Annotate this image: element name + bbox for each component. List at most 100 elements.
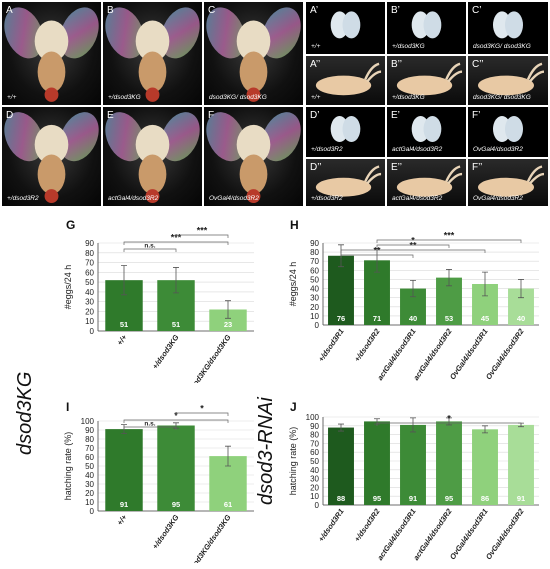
egg-image — [468, 159, 548, 206]
significance-bracket — [340, 249, 486, 253]
x-tick-label: actGal4/dsod3R1 — [375, 507, 417, 562]
bar-count-label: 88 — [337, 494, 345, 503]
genotype-label: dsod3KG/ dsod3KG — [473, 94, 531, 101]
fly-image — [2, 107, 101, 206]
y-tick-label: 70 — [85, 259, 94, 268]
significance-bracket — [376, 239, 522, 243]
panel-label: B — [107, 5, 114, 16]
y-tick-label: 60 — [85, 453, 94, 462]
photo-panel-F: F OvGal4/dsod3R2 — [204, 107, 303, 206]
panel-label: F’’ — [472, 162, 483, 173]
error-bar — [482, 271, 488, 297]
y-tick-label: 0 — [90, 507, 95, 516]
x-tick-label: dsod3KG/dsod3KG — [186, 333, 233, 383]
egg-image — [387, 159, 466, 206]
photo-panel-D: D +/dsod3R2 — [2, 107, 101, 206]
y-tick-label: 100 — [306, 413, 320, 422]
bar-count-label: 91 — [120, 500, 128, 509]
y-tick-label: 0 — [315, 501, 320, 510]
egg-image — [306, 159, 385, 206]
panel-label: D’ — [310, 110, 320, 121]
significance-label: * — [411, 236, 415, 246]
error-bar — [121, 265, 127, 296]
y-tick-label: 30 — [310, 294, 319, 303]
ovary-image — [468, 2, 548, 54]
genotype-label: +/dsod3KG — [392, 43, 425, 50]
bar-count-label: 51 — [120, 320, 128, 329]
panel-label: C’’ — [472, 59, 484, 70]
photo-panel-E: E actGal4/dsod3R2 — [103, 107, 202, 206]
genotype-label: +/dsod3KG — [392, 94, 425, 101]
bar-count-label: 23 — [224, 320, 232, 329]
ovary-image — [387, 107, 466, 157]
panel-label: E — [107, 110, 114, 121]
significance-label: * — [447, 414, 451, 424]
bar — [436, 421, 462, 505]
bar — [364, 421, 390, 505]
panel-label: A’’ — [310, 59, 321, 70]
fly-image — [2, 2, 101, 105]
x-tick-label: actGal4/dsod3R2 — [411, 326, 454, 382]
y-tick-label: 20 — [310, 483, 319, 492]
x-tick-label: +/dsod3KG — [150, 333, 180, 371]
fly-image — [204, 2, 303, 105]
y-tick-label: 10 — [310, 492, 319, 501]
genotype-label: +/+ — [311, 43, 321, 50]
x-tick-label: +/+ — [115, 332, 129, 347]
bar-count-label: 51 — [172, 320, 180, 329]
photo-panel-E1: E’ actGal4/dsod3R2 — [387, 107, 466, 157]
ovary-image — [306, 107, 385, 157]
genotype-label: OvGal4/dsod3R2 — [473, 195, 523, 202]
photo-panel-D2: D’’ +/dsod3R2 — [306, 159, 385, 206]
egg-image — [387, 56, 466, 105]
bar-count-label: 61 — [224, 500, 232, 509]
bar-count-label: 95 — [373, 494, 381, 503]
panel-label: F’ — [472, 110, 481, 121]
y-axis-label: hatching rate (%) — [288, 427, 298, 496]
x-tick-label: OvGal4/dsod3R2 — [484, 326, 526, 381]
x-tick-label: actGal4/dsod3R2 — [411, 506, 454, 562]
y-tick-label: 10 — [310, 312, 319, 321]
genotype-label: +/+ — [7, 94, 17, 101]
significance-bracket — [175, 412, 229, 416]
y-tick-label: 70 — [85, 444, 94, 453]
significance-bracket — [376, 422, 522, 426]
significance-label: ** — [409, 241, 417, 251]
panel-label: B’ — [391, 5, 400, 16]
significance-bracket — [123, 419, 229, 423]
y-tick-label: 20 — [310, 303, 319, 312]
genotype-label: actGal4/dsod3R2 — [392, 195, 443, 202]
genotype-label: +/+ — [311, 94, 321, 101]
error-bar — [338, 423, 344, 432]
error-bar — [410, 279, 416, 298]
y-tick-label: 20 — [85, 489, 94, 498]
panel-label: C’ — [472, 5, 482, 16]
y-tick-label: 90 — [85, 426, 94, 435]
y-tick-label: 40 — [310, 285, 319, 294]
bar — [472, 429, 498, 505]
photo-panel-A: A +/+ — [2, 2, 101, 105]
significance-label: n.s. — [144, 421, 155, 428]
ovary-image — [387, 2, 466, 54]
y-tick-label: 0 — [90, 327, 95, 336]
x-tick-label: actGal4/dsod3R1 — [375, 327, 417, 382]
genotype-label: +/dsod3R2 — [7, 195, 39, 202]
x-tick-label: OvGal4/dsod3R1 — [448, 327, 490, 381]
y-axis-label: #eggs/24 h — [63, 265, 73, 310]
chart-label-J: J — [290, 400, 297, 414]
y-tick-label: 0 — [315, 321, 320, 330]
y-tick-label: 60 — [310, 448, 319, 457]
significance-bracket — [123, 241, 229, 245]
significance-bracket — [376, 244, 450, 248]
photo-panel-F1: F’ OvGal4/dsod3R2 — [468, 107, 548, 157]
panel-label: A’ — [310, 5, 319, 16]
photo-panel-B1: B’ +/dsod3KG — [387, 2, 466, 54]
y-tick-label: 40 — [85, 471, 94, 480]
y-axis-label: hatching rate (%) — [63, 432, 73, 501]
photo-panel-C2: C’’ dsod3KG/ dsod3KG — [468, 56, 548, 105]
chart-label-G: G — [66, 218, 76, 232]
side-label-left: dsod3KG — [14, 371, 36, 455]
significance-bracket — [123, 426, 177, 430]
chart-label-H: H — [290, 218, 299, 232]
